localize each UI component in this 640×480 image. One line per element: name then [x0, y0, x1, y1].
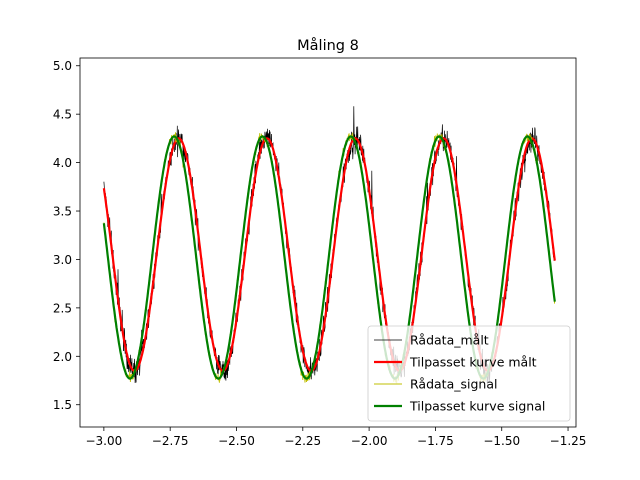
- x-tick-label: −2.75: [152, 434, 189, 448]
- x-tick-label: −2.00: [351, 434, 388, 448]
- x-tick-label: −1.25: [550, 434, 587, 448]
- plot-frame: [79, 57, 577, 428]
- x-tick-label: −2.50: [218, 434, 255, 448]
- x-axis: −3.00 −2.75 −2.50 −2.25 −2.00 −1.75 −1.50 −1.25: [85, 427, 586, 448]
- legend-label: Rådata_målt: [410, 333, 489, 348]
- y-tick-label: 4.0: [53, 156, 72, 170]
- chart-title: Måling 8: [297, 37, 359, 54]
- legend-label: Tilpasset kurve målt: [409, 355, 537, 370]
- legend-label: Tilpasset kurve signal: [409, 399, 545, 414]
- x-tick-label: −2.25: [284, 434, 321, 448]
- legend-items: Rådata_målt Tilpasset kurve målt Rådata_si…: [374, 333, 545, 414]
- y-axis: 1.5 2.0 2.5 3.0 3.5 4.0 4.5 5.0: [53, 59, 80, 412]
- y-tick-label: 4.5: [53, 108, 72, 122]
- legend-label: Rådata_signal: [410, 377, 497, 392]
- y-tick-label: 3.0: [53, 253, 72, 267]
- plot-area: [79, 57, 577, 428]
- y-tick-label: 2.5: [53, 301, 72, 315]
- y-tick-label: 3.5: [53, 205, 72, 219]
- x-tick-label: −3.00: [85, 434, 122, 448]
- x-tick-label: −1.75: [417, 434, 454, 448]
- legend: Rådata_målt Tilpasset kurve målt Rådata_si…: [367, 325, 571, 422]
- y-tick-label: 1.5: [53, 398, 72, 412]
- legend-box: [367, 325, 571, 422]
- y-tick-label: 2.0: [53, 350, 72, 364]
- y-tick-label: 5.0: [53, 59, 72, 73]
- x-tick-label: −1.50: [483, 434, 520, 448]
